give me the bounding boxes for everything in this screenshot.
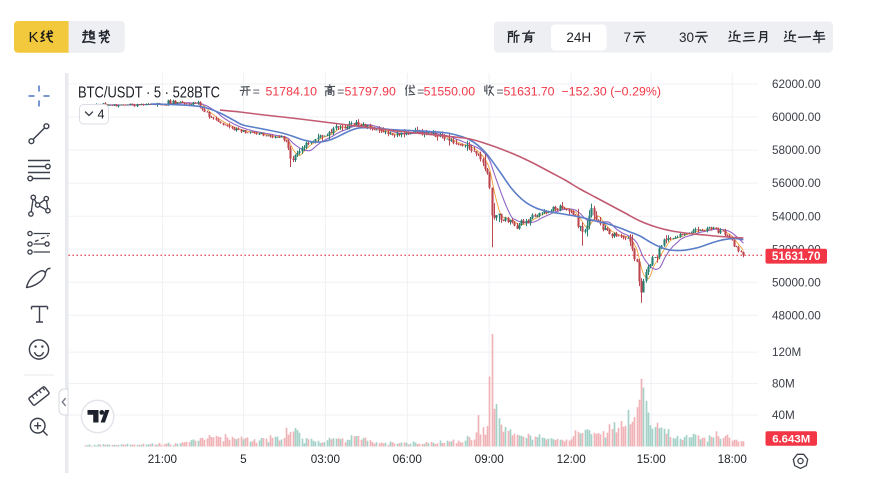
svg-text:60000.00: 60000.00 <box>772 111 821 124</box>
svg-text:54000.00: 54000.00 <box>772 210 821 223</box>
svg-text:30: 30 <box>679 30 694 45</box>
svg-text:18:00: 18:00 <box>718 453 748 466</box>
svg-text:−152.30 (−0.29%): −152.30 (−0.29%) <box>562 85 662 99</box>
svg-text:21:00: 21:00 <box>148 453 178 466</box>
svg-text:=: = <box>253 85 260 99</box>
svg-text:120M: 120M <box>772 346 801 359</box>
svg-text:51797.90: 51797.90 <box>345 85 396 99</box>
svg-text:=: = <box>337 85 344 99</box>
svg-text:06:00: 06:00 <box>393 453 423 466</box>
svg-text:BTC/USDT · 5 · 528BTC: BTC/USDT · 5 · 528BTC <box>78 85 220 102</box>
svg-text:51784.10: 51784.10 <box>266 85 318 99</box>
svg-text:24H: 24H <box>566 30 591 45</box>
svg-text:03:00: 03:00 <box>311 453 341 466</box>
svg-text:12:00: 12:00 <box>557 453 587 466</box>
svg-text:15:00: 15:00 <box>637 453 667 466</box>
svg-text:09:00: 09:00 <box>475 453 505 466</box>
svg-text:40M: 40M <box>772 409 795 422</box>
svg-text:62000.00: 62000.00 <box>772 78 821 91</box>
svg-text:=: = <box>417 85 424 99</box>
svg-text:K: K <box>29 29 39 46</box>
svg-text:51550.00: 51550.00 <box>424 85 476 99</box>
svg-text:51631.70: 51631.70 <box>772 250 821 263</box>
svg-text:=: = <box>496 85 503 99</box>
svg-text:50000.00: 50000.00 <box>772 276 821 289</box>
svg-text:5: 5 <box>240 453 247 466</box>
svg-text:56000.00: 56000.00 <box>772 177 821 190</box>
svg-text:7: 7 <box>624 30 632 45</box>
svg-text:51631.70: 51631.70 <box>504 85 555 99</box>
svg-text:58000.00: 58000.00 <box>772 144 821 157</box>
svg-text:6.643M: 6.643M <box>772 434 810 446</box>
svg-text:4: 4 <box>98 108 105 122</box>
svg-text:48000.00: 48000.00 <box>772 309 821 322</box>
svg-text:80M: 80M <box>772 378 795 391</box>
